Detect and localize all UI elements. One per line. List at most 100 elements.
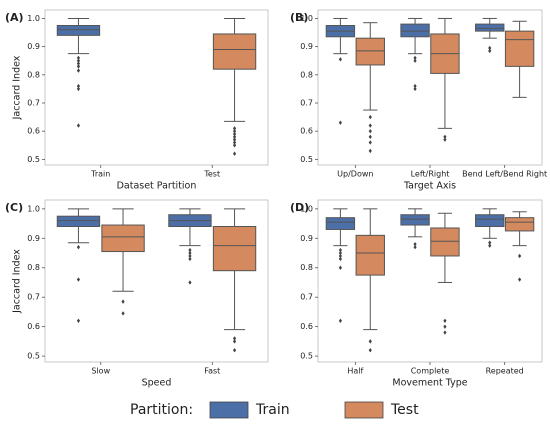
outlier — [368, 148, 372, 154]
outlier — [76, 58, 81, 63]
outlier — [232, 143, 237, 148]
outlier — [488, 240, 492, 245]
x-tick-label: Bend Left/Bend Right — [462, 170, 547, 179]
box — [475, 23, 505, 32]
outlier — [338, 265, 342, 270]
outlier — [368, 128, 372, 134]
y-tick-label: 0.9 — [27, 42, 40, 51]
y-tick-label: 0.7 — [300, 99, 313, 108]
outlier — [368, 114, 372, 120]
y-tick-label: 0.7 — [27, 293, 40, 302]
outlier — [188, 250, 192, 256]
box — [504, 217, 535, 232]
box — [212, 226, 257, 272]
box — [325, 217, 356, 230]
box — [212, 33, 257, 70]
y-tick-label: 0.8 — [300, 70, 313, 79]
outlier — [338, 256, 342, 262]
y-tick-label: 0.6 — [27, 127, 40, 136]
outlier — [232, 131, 237, 137]
legend-title: Partition: — [130, 402, 193, 418]
x-tick-label: Left/Right — [411, 170, 450, 179]
legend-swatch — [344, 401, 384, 419]
box — [400, 214, 430, 226]
box — [56, 215, 101, 228]
y-tick-label: 1.0 — [27, 204, 40, 213]
x-axis-label: Dataset Partition — [117, 181, 197, 192]
outlier — [188, 256, 192, 262]
outlier — [76, 123, 81, 128]
plot-frame — [44, 199, 269, 363]
outlier — [121, 299, 125, 304]
outlier — [232, 126, 237, 131]
outlier — [76, 86, 81, 92]
x-tick-label: Slow — [91, 367, 110, 376]
outlier — [121, 311, 125, 316]
outlier — [188, 280, 192, 285]
x-tick-label: Train — [90, 170, 110, 179]
y-axis-label: Jaccard Index — [12, 249, 23, 314]
y-tick-label: 1.0 — [300, 204, 313, 213]
y-tick-label: 0.7 — [300, 293, 313, 302]
outlier — [488, 243, 492, 248]
outlier — [338, 57, 342, 62]
outlier — [338, 253, 342, 259]
outlier — [76, 277, 81, 282]
box — [56, 25, 101, 36]
y-tick-label: 0.9 — [27, 234, 40, 243]
outlier — [488, 45, 492, 51]
outlier — [488, 48, 492, 54]
x-tick-label: Repeated — [486, 367, 524, 376]
outlier — [443, 318, 447, 323]
y-tick-label: 0.8 — [27, 70, 40, 79]
plot-frame — [44, 9, 269, 166]
outlier — [338, 250, 342, 256]
outlier — [518, 253, 522, 259]
outlier — [76, 244, 81, 250]
outlier — [443, 324, 447, 329]
y-tick-label: 0.6 — [300, 322, 313, 331]
outlier — [368, 123, 372, 128]
outlier — [76, 55, 81, 61]
outlier — [413, 58, 417, 63]
box — [430, 227, 460, 257]
outlier — [413, 86, 417, 92]
outlier — [232, 348, 237, 353]
y-tick-label: 0.6 — [300, 127, 313, 136]
box — [355, 37, 385, 66]
x-axis-label: Target Axis — [403, 181, 456, 192]
panel-label: (C) — [5, 201, 23, 214]
outlier — [76, 68, 81, 73]
x-axis-label: Speed — [142, 378, 172, 389]
outlier — [76, 64, 81, 69]
outlier — [188, 247, 192, 253]
outlier — [368, 339, 372, 344]
x-tick-label: Up/Down — [337, 170, 373, 179]
outlier — [518, 277, 522, 282]
legend-label: Test — [390, 402, 419, 418]
outlier — [443, 134, 447, 140]
x-tick-label: Test — [203, 170, 220, 179]
panel-label: (D) — [290, 201, 309, 214]
box — [504, 30, 535, 67]
y-tick-label: 0.6 — [27, 322, 40, 331]
outlier — [443, 137, 447, 142]
y-tick-label: 1.0 — [300, 14, 313, 23]
box — [101, 224, 145, 253]
outlier — [443, 330, 447, 335]
outlier — [188, 253, 192, 259]
outlier — [76, 83, 81, 89]
y-tick-label: 0.5 — [27, 155, 40, 164]
outlier — [338, 120, 342, 125]
outlier — [368, 140, 372, 145]
legend-swatch — [209, 401, 249, 419]
y-tick-label: 0.8 — [27, 263, 40, 272]
outlier — [338, 247, 342, 253]
outlier — [413, 241, 417, 247]
y-tick-label: 0.9 — [300, 42, 313, 51]
outlier — [413, 244, 417, 250]
outlier — [368, 134, 372, 140]
y-axis-label: Jaccard Index — [12, 55, 23, 120]
panel-label: (B) — [290, 11, 308, 24]
outlier — [232, 339, 237, 344]
